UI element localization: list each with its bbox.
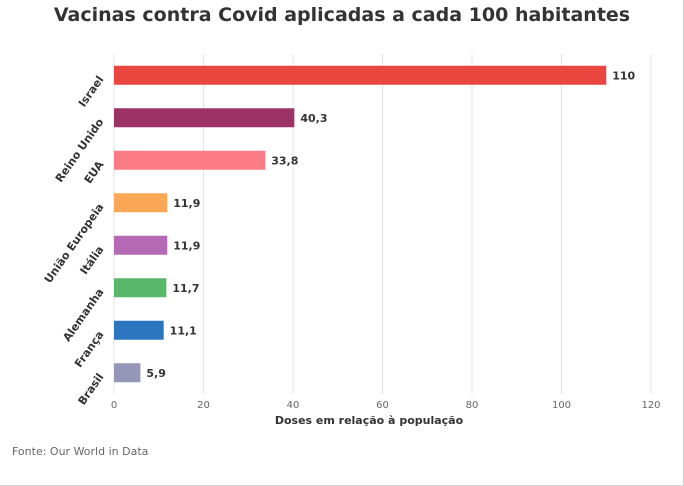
x-tick-label: 60 <box>376 400 389 411</box>
bar-israel <box>114 65 607 85</box>
value-label: 40,3 <box>300 112 327 125</box>
value-label: 11,7 <box>172 282 199 295</box>
category-label: Brasil <box>76 371 107 407</box>
value-labels: 110 40,3 33,8 11,9 11,9 11,7 11,1 5,9 <box>146 69 635 380</box>
bar-brasil <box>114 363 141 383</box>
value-label: 11,1 <box>170 324 197 337</box>
value-label: 33,8 <box>271 154 298 167</box>
value-label: 5,9 <box>146 367 166 380</box>
x-tick-label: 20 <box>197 400 210 411</box>
x-tick-label: 40 <box>287 400 300 411</box>
value-label: 11,9 <box>173 239 200 252</box>
value-label: 110 <box>612 69 635 82</box>
category-label: União Europeia <box>42 201 107 286</box>
category-label: EUA <box>82 158 107 186</box>
value-label: 11,9 <box>173 197 200 210</box>
bars <box>114 65 607 383</box>
bar-it-lia <box>114 235 168 255</box>
bar-uni-o-europeia <box>114 193 168 213</box>
bar-alemanha <box>114 278 167 298</box>
x-axis-ticks: 0 20 40 60 80 100 120 <box>111 400 661 411</box>
category-label: Israel <box>76 74 107 110</box>
x-axis-label: Doses em relação à população <box>275 414 464 427</box>
x-tick-label: 120 <box>641 400 660 411</box>
chart-title: Vacinas contra Covid aplicadas a cada 10… <box>53 4 631 26</box>
source-note: Fonte: Our World in Data <box>12 445 149 458</box>
bar-fran-a <box>114 320 164 340</box>
x-tick-label: 80 <box>466 400 479 411</box>
category-label: Itália <box>78 244 107 277</box>
x-tick-label: 0 <box>111 400 117 411</box>
bar-eua <box>114 150 266 170</box>
x-tick-label: 100 <box>552 400 571 411</box>
bar-reino-unido <box>114 108 295 128</box>
gridlines <box>113 54 652 394</box>
